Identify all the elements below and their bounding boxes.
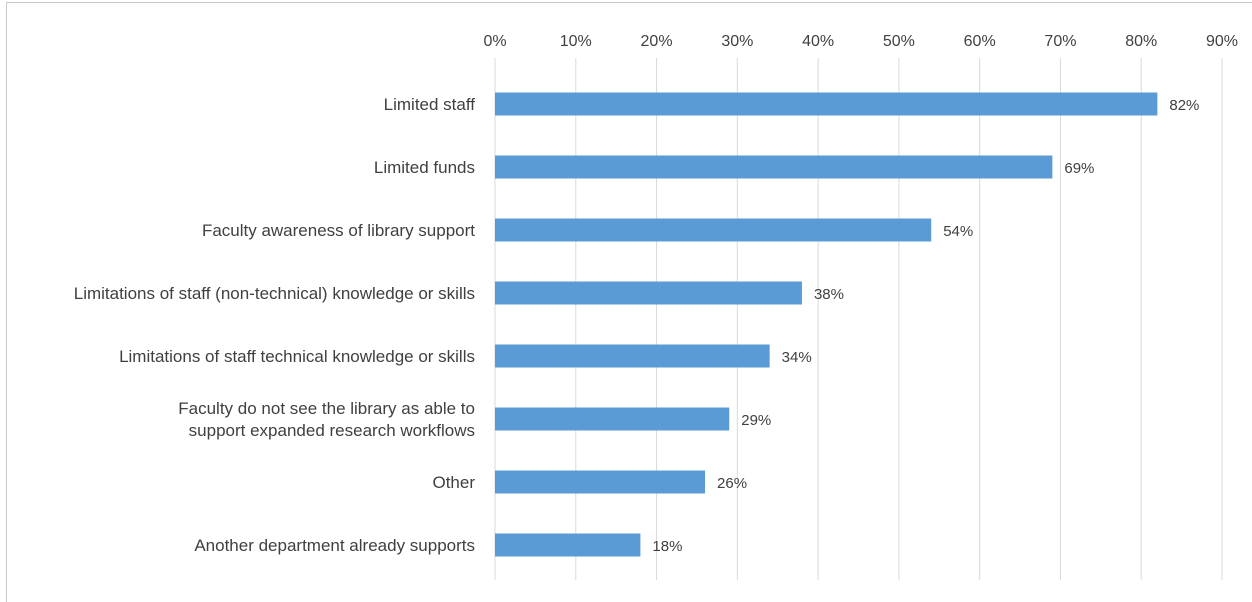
category-label: Limited funds [374, 158, 475, 177]
x-tick-label: 50% [883, 33, 915, 50]
x-tick-label: 40% [802, 33, 834, 50]
category-label-line: Other [432, 473, 475, 492]
x-tick-label: 30% [721, 33, 753, 50]
category-label: Faculty awareness of library support [202, 221, 475, 240]
bars [495, 92, 1158, 557]
data-label: 38% [814, 286, 844, 303]
category-label: Limited staff [384, 95, 476, 114]
category-label: Other [432, 473, 475, 492]
category-label: Another department already supports [194, 536, 475, 555]
x-tick-label: 70% [1044, 33, 1076, 50]
bar [495, 281, 802, 305]
bar [495, 92, 1158, 116]
category-label: Limitations of staff technical knowledge… [119, 347, 475, 366]
bar [495, 470, 706, 494]
category-label: Limitations of staff (non-technical) kno… [74, 284, 475, 303]
data-label: 29% [741, 412, 771, 429]
category-label: Faculty do not see the library as able t… [178, 399, 475, 440]
x-tick-label: 0% [483, 33, 506, 50]
category-label-line: Limited funds [374, 158, 475, 177]
data-labels: 82% 69% 54% 38% 34% 29% 26% 18% [652, 97, 1199, 555]
data-label: 26% [717, 475, 747, 492]
x-tick-label: 60% [964, 33, 996, 50]
x-tick-label: 10% [560, 33, 592, 50]
category-label-line: Another department already supports [194, 536, 475, 555]
bar [495, 533, 641, 557]
data-label: 34% [782, 349, 812, 366]
bar [495, 218, 932, 242]
gridlines [494, 58, 1223, 580]
category-labels: Limited staff Limited funds Faculty awaren… [74, 95, 476, 555]
x-axis-tick-labels: 0% 10% 20% 30% 40% 50% 60% 70% 80% 90% [483, 33, 1238, 50]
bar [495, 344, 770, 368]
x-tick-label: 80% [1125, 33, 1157, 50]
category-label-line: Limitations of staff technical knowledge… [119, 347, 475, 366]
x-tick-label: 20% [641, 33, 673, 50]
data-label: 54% [943, 223, 973, 240]
category-label-line: Limitations of staff (non-technical) kno… [74, 284, 475, 303]
bar [495, 155, 1053, 179]
data-label: 69% [1064, 160, 1094, 177]
category-label-line: Faculty awareness of library support [202, 221, 475, 240]
category-label-line: support expanded research workflows [189, 421, 475, 440]
chart-frame [6, 2, 1252, 602]
data-label: 82% [1169, 97, 1199, 114]
category-label-line: Faculty do not see the library as able t… [178, 399, 475, 418]
category-label-line: Limited staff [384, 95, 476, 114]
data-label: 18% [652, 538, 682, 555]
x-tick-label: 90% [1206, 33, 1238, 50]
bar [495, 407, 730, 431]
